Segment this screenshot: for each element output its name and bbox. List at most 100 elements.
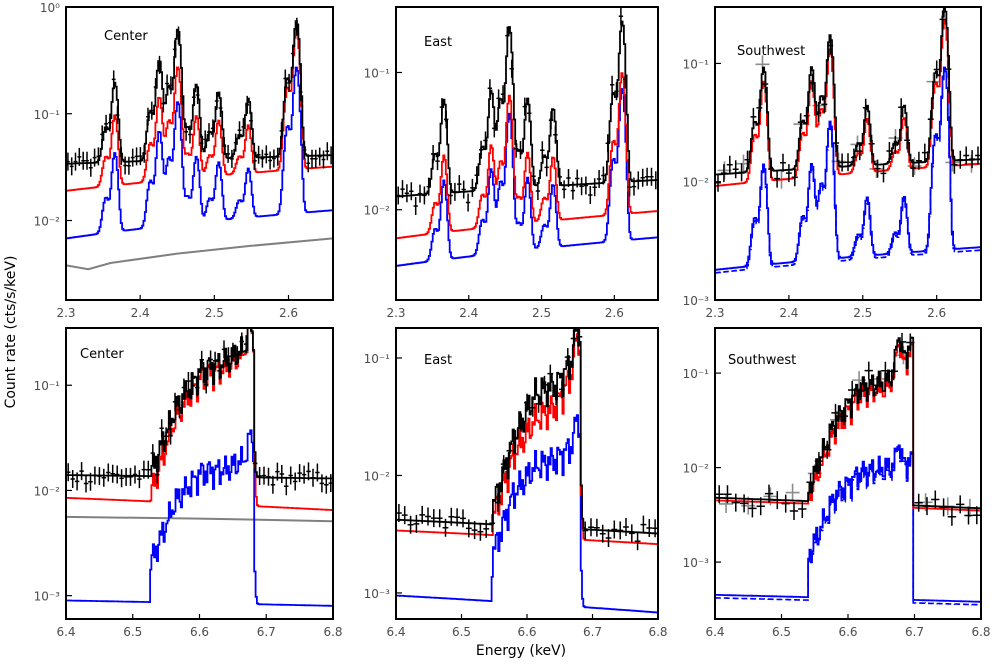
data-point bbox=[401, 506, 408, 525]
data-point bbox=[715, 485, 724, 504]
data-point bbox=[288, 466, 293, 485]
x-tick-label: 6.8 bbox=[648, 625, 667, 639]
y-tick-label: 10⁻¹ bbox=[683, 57, 710, 71]
data-point bbox=[785, 164, 792, 183]
panel-6: 6.4 6.5 6.6 6.7 6.8 10⁻³ 10⁻² 10⁻¹ Southwest bbox=[683, 327, 991, 639]
data-point bbox=[79, 462, 84, 481]
data-point-gray bbox=[785, 483, 800, 502]
panel-label: Center bbox=[80, 347, 124, 362]
data-point bbox=[561, 180, 567, 199]
data-point bbox=[627, 178, 632, 197]
panel-1: 2.3 2.4 2.5 2.6 10⁻² 10⁻¹ 10⁰ Center bbox=[34, 1, 334, 320]
data-point bbox=[123, 156, 127, 175]
y-tick-label: 10⁻³ bbox=[364, 587, 391, 601]
data-point bbox=[237, 121, 242, 140]
data-point bbox=[317, 147, 322, 166]
data-point bbox=[260, 149, 265, 168]
data-point bbox=[279, 465, 285, 483]
y-tick-label: 10⁻¹ bbox=[34, 379, 61, 393]
data-point bbox=[270, 475, 276, 494]
data-point bbox=[956, 495, 965, 514]
model-line-blue bbox=[715, 66, 981, 271]
data-point bbox=[880, 164, 887, 183]
data-point bbox=[544, 158, 549, 177]
data-point bbox=[404, 184, 410, 203]
data-point bbox=[594, 518, 600, 537]
x-tick-label: 2.5 bbox=[853, 306, 872, 320]
x-tick-label: 6.5 bbox=[123, 625, 142, 639]
x-tick-label: 2.5 bbox=[532, 306, 551, 320]
x-tick-label: 2.4 bbox=[459, 306, 478, 320]
data-point bbox=[611, 520, 618, 539]
model-line-black bbox=[396, 328, 658, 535]
data-point bbox=[798, 500, 807, 518]
data-point bbox=[436, 509, 443, 528]
x-tick-label: 6.7 bbox=[905, 625, 924, 639]
y-tick-label: 10⁻¹ bbox=[364, 352, 391, 366]
panel-2: 2.3 2.4 2.5 2.6 10⁻² 10⁻¹ East bbox=[364, 6, 659, 320]
data-point bbox=[306, 154, 311, 173]
data-point bbox=[731, 493, 740, 512]
data-point bbox=[845, 153, 851, 172]
data-point bbox=[310, 149, 314, 168]
data-point bbox=[588, 186, 593, 204]
data-point bbox=[101, 468, 107, 487]
x-tick-label: 2.6 bbox=[927, 306, 946, 320]
y-tick-label: 10⁻² bbox=[364, 204, 391, 218]
data-point bbox=[114, 465, 120, 484]
data-point bbox=[864, 361, 873, 380]
panel-frame bbox=[714, 6, 982, 301]
data-point bbox=[264, 145, 269, 164]
x-tick-label: 2.6 bbox=[605, 306, 624, 320]
data-point bbox=[413, 197, 418, 215]
data-point bbox=[425, 507, 431, 526]
x-tick-label: 2.3 bbox=[386, 306, 405, 320]
data-point bbox=[261, 466, 267, 485]
data-point bbox=[921, 143, 928, 162]
y-tick-label: 10⁻² bbox=[683, 176, 710, 190]
data-point bbox=[605, 529, 612, 547]
data-point bbox=[579, 177, 584, 196]
data-point bbox=[646, 519, 653, 537]
model-line-black bbox=[715, 336, 981, 510]
data-point bbox=[106, 463, 111, 482]
x-tick-label: 6.5 bbox=[452, 625, 471, 639]
model-line-blue bbox=[715, 444, 981, 603]
data-point bbox=[947, 507, 957, 526]
data-point bbox=[119, 469, 124, 488]
x-tick-label: 6.4 bbox=[386, 625, 405, 639]
model-line-blue bbox=[396, 88, 658, 267]
data-point bbox=[88, 158, 93, 177]
data-point bbox=[964, 506, 973, 525]
data-point bbox=[781, 494, 790, 513]
panel-label: Southwest bbox=[728, 353, 796, 368]
x-tick-label: 6.4 bbox=[705, 625, 724, 639]
data-point bbox=[70, 470, 75, 488]
data-point bbox=[287, 73, 291, 92]
data-point bbox=[599, 524, 606, 543]
x-tick-label: 6.4 bbox=[56, 625, 75, 639]
x-tick-label: 2.5 bbox=[205, 306, 224, 320]
model-line-black bbox=[66, 20, 333, 165]
model-line-blue-dashed bbox=[715, 447, 981, 606]
data-point bbox=[73, 152, 78, 171]
data-point bbox=[634, 532, 641, 551]
data-point bbox=[319, 474, 325, 493]
x-tick-label: 6.8 bbox=[323, 625, 342, 639]
model-line-red bbox=[715, 343, 981, 512]
data-point bbox=[137, 470, 142, 489]
data-point bbox=[407, 515, 414, 534]
data-point bbox=[132, 465, 138, 484]
model-line-red bbox=[396, 333, 658, 546]
model-line-blue-dashed bbox=[715, 69, 981, 274]
data-point bbox=[92, 148, 97, 167]
background-model-line bbox=[66, 237, 333, 271]
panel-5: 6.4 6.5 6.6 6.7 6.8 10⁻³ 10⁻² 10⁻¹ East bbox=[364, 327, 668, 639]
y-tick-label: 10⁻² bbox=[34, 484, 61, 498]
data-point bbox=[596, 170, 602, 188]
data-point bbox=[583, 176, 589, 195]
panel-frame bbox=[395, 6, 659, 301]
data-point bbox=[461, 180, 466, 199]
data-point bbox=[732, 160, 739, 179]
data-point bbox=[644, 167, 650, 186]
